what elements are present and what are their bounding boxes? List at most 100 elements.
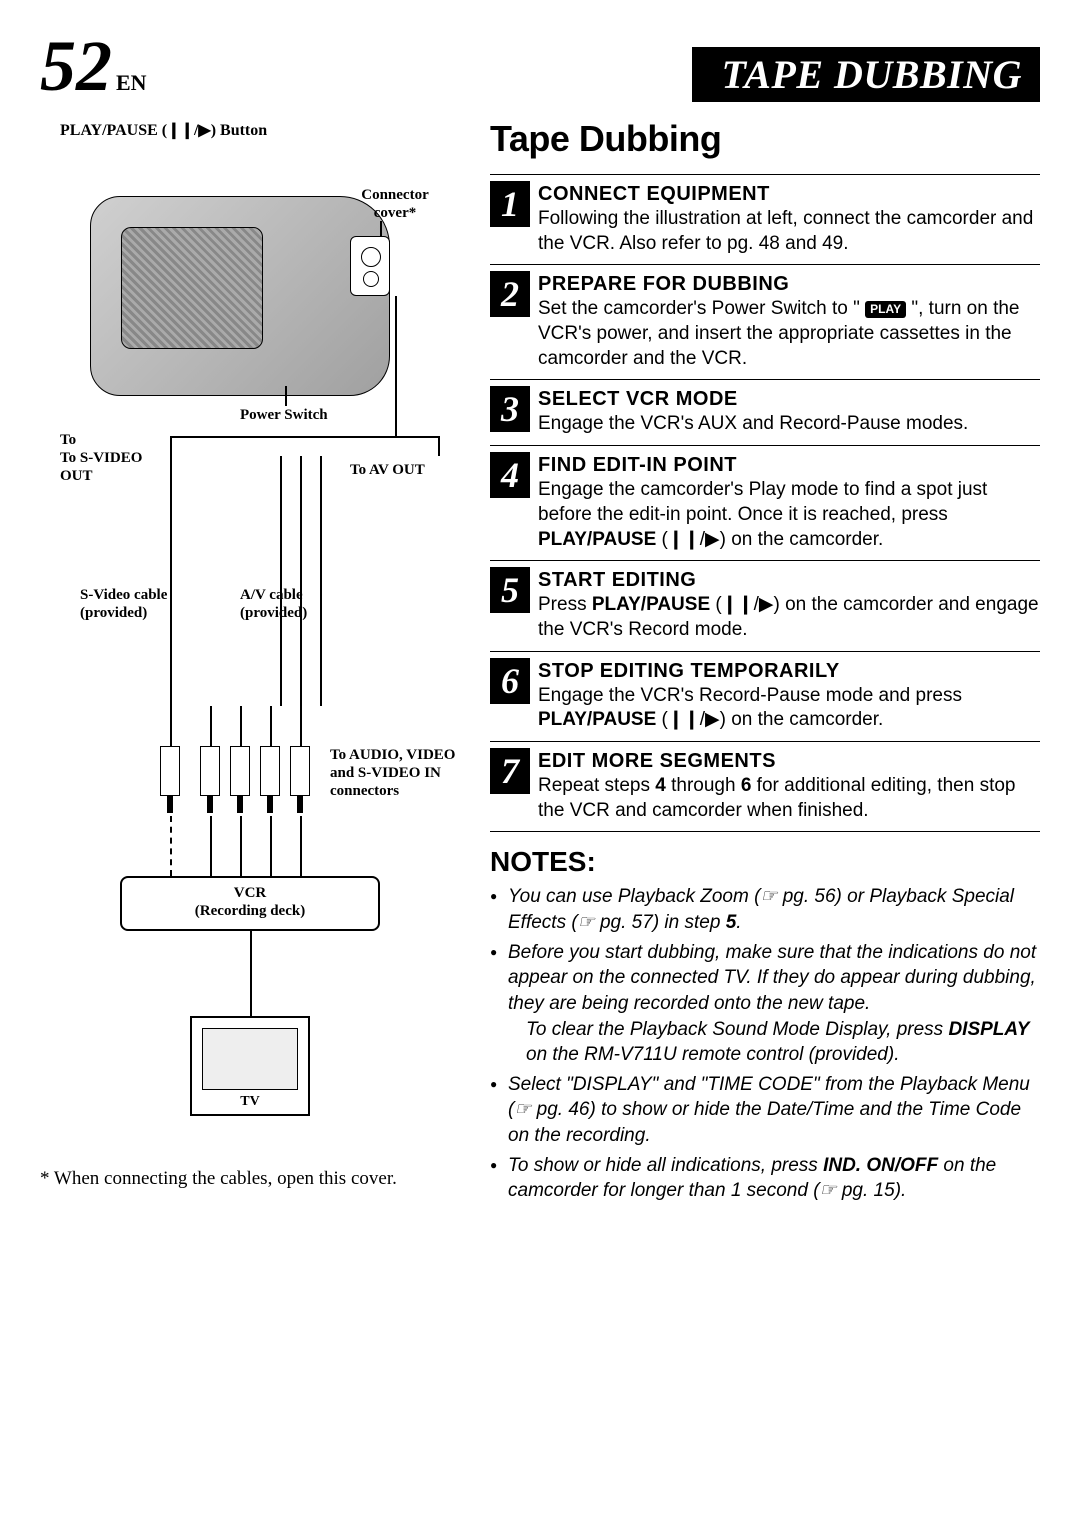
connector-panel <box>350 236 390 296</box>
label-av-out: To AV OUT <box>350 461 425 479</box>
step-body: STOP EDITING TEMPORARILY Engage the VCR'… <box>538 658 1040 733</box>
cable-line <box>438 436 440 456</box>
step-7: 7 EDIT MORE SEGMENTS Repeat steps 4 thro… <box>490 741 1040 832</box>
vcr-box: VCR (Recording deck) <box>120 876 380 931</box>
play-pause-label: PLAY/PAUSE <box>538 529 656 550</box>
av-plug-icon <box>200 746 220 796</box>
step-text: Following the illustration at left, conn… <box>538 208 1033 254</box>
step-body: PREPARE FOR DUBBING Set the camcorder's … <box>538 271 1040 371</box>
step-title: STOP EDITING TEMPORARILY <box>538 658 1040 684</box>
note-item: Select "DISPLAY" and "TIME CODE" from th… <box>490 1072 1040 1149</box>
cable-line <box>240 706 242 746</box>
note-text: Before you start dubbing, make sure that… <box>508 942 1036 1014</box>
cable-line <box>210 706 212 746</box>
section-banner: TAPE DUBBING <box>692 47 1041 102</box>
note-bold: IND. ON/OFF <box>823 1155 938 1176</box>
note-subtext: To clear the Playback Sound Mode Display… <box>508 1017 1040 1068</box>
note-text: Select "DISPLAY" and "TIME CODE" from th… <box>508 1074 1030 1146</box>
play-badge-icon: PLAY <box>865 301 906 319</box>
cable-line <box>170 436 172 706</box>
av-plug-icon <box>230 746 250 796</box>
step-text-pre: Engage the VCR's Record-Pause mode and p… <box>538 685 962 706</box>
section-title: Tape Dubbing <box>490 118 1040 160</box>
note-bold: 5 <box>726 912 737 933</box>
tv-box: TV <box>190 1016 310 1116</box>
note-item: To show or hide all indications, press I… <box>490 1153 1040 1204</box>
vcr-sublabel: (Recording deck) <box>122 902 378 920</box>
step-number: 7 <box>490 748 530 794</box>
note-pre: To show or hide all indications, press <box>508 1155 823 1176</box>
step-text-pre: Repeat steps <box>538 775 655 796</box>
step-mid: through <box>666 775 741 796</box>
note-sub-pre: To clear the Playback Sound Mode Display… <box>526 1019 948 1040</box>
step-text-pre: Engage the camcorder's Play mode to find… <box>538 479 987 525</box>
vcr-label: VCR <box>122 884 378 902</box>
step-body: SELECT VCR MODE Engage the VCR's AUX and… <box>538 386 1040 437</box>
right-column: Tape Dubbing 1 CONNECT EQUIPMENT Followi… <box>490 112 1040 1208</box>
notes-heading: NOTES: <box>490 846 1040 878</box>
step-text-pre: Press <box>538 594 592 615</box>
cable-line <box>240 816 242 876</box>
note-post: . <box>736 912 741 933</box>
connection-diagram: Connector cover* Power Switch ToTo S-VID… <box>40 146 460 1146</box>
note-pre: You can use Playback Zoom (☞ pg. 56) or … <box>508 886 1014 933</box>
step-number: 2 <box>490 271 530 317</box>
step-3: 3 SELECT VCR MODE Engage the VCR's AUX a… <box>490 379 1040 445</box>
cable-line <box>300 706 302 746</box>
av-plug-icon <box>290 746 310 796</box>
label-connector-cover: Connector cover* <box>340 186 450 222</box>
label-svideo-out: ToTo S-VIDEO OUT <box>60 431 160 485</box>
label-svideo-out-text: To S-VIDEO OUT <box>60 450 142 484</box>
step-number: 4 <box>490 452 530 498</box>
step-b1: 4 <box>655 775 666 796</box>
cable-line <box>270 706 272 746</box>
cable-line <box>170 706 172 746</box>
step-title: EDIT MORE SEGMENTS <box>538 748 1040 774</box>
step-6: 6 STOP EDITING TEMPORARILY Engage the VC… <box>490 651 1040 741</box>
cable-line <box>210 816 212 876</box>
cable-line <box>395 296 397 436</box>
note-sub-bold: DISPLAY <box>948 1019 1029 1040</box>
cable-line <box>280 456 282 706</box>
step-body: EDIT MORE SEGMENTS Repeat steps 4 throug… <box>538 748 1040 823</box>
step-text: Engage the VCR's AUX and Record-Pause mo… <box>538 413 968 434</box>
note-sub-post: on the RM-V711U remote control (provided… <box>526 1044 899 1065</box>
step-number: 6 <box>490 658 530 704</box>
camcorder-body <box>90 196 390 396</box>
step-text-pre: Set the camcorder's Power Switch to " <box>538 298 865 319</box>
page-number-block: 52EN <box>40 30 147 102</box>
page-number: 52 <box>40 26 112 106</box>
svideo-plug-icon <box>160 746 180 796</box>
cable-line <box>170 436 440 438</box>
step-text-post: (❙❙/▶) on the camcorder. <box>656 529 883 550</box>
label-av-cable: A/V cable (provided) <box>240 586 340 622</box>
content-columns: PLAY/PAUSE (❙❙/▶) Button Connector cover… <box>40 112 1040 1208</box>
step-body: CONNECT EQUIPMENT Following the illustra… <box>538 181 1040 256</box>
play-pause-label: PLAY/PAUSE <box>538 709 656 730</box>
label-svideo-cable: S-Video cable (provided) <box>80 586 210 622</box>
av-plug-icon <box>260 746 280 796</box>
step-4: 4 FIND EDIT-IN POINT Engage the camcorde… <box>490 445 1040 560</box>
step-number: 5 <box>490 567 530 613</box>
note-item: You can use Playback Zoom (☞ pg. 56) or … <box>490 884 1040 935</box>
play-pause-caption: PLAY/PAUSE (❙❙/▶) Button <box>60 120 470 140</box>
leader-line <box>285 386 287 406</box>
step-body: FIND EDIT-IN POINT Engage the camcorder'… <box>538 452 1040 552</box>
step-title: FIND EDIT-IN POINT <box>538 452 1040 478</box>
step-5: 5 START EDITING Press PLAY/PAUSE (❙❙/▶) … <box>490 560 1040 650</box>
step-title: SELECT VCR MODE <box>538 386 1040 412</box>
label-power-switch: Power Switch <box>240 406 328 424</box>
step-title: PREPARE FOR DUBBING <box>538 271 1040 297</box>
cable-dashed <box>170 816 172 876</box>
step-b2: 6 <box>741 775 752 796</box>
cable-line <box>300 456 302 706</box>
page-header: 52EN TAPE DUBBING <box>40 30 1040 102</box>
footnote: * When connecting the cables, open this … <box>40 1166 470 1193</box>
step-number: 3 <box>490 386 530 432</box>
leader-line <box>380 221 382 236</box>
notes-list: You can use Playback Zoom (☞ pg. 56) or … <box>490 884 1040 1204</box>
cable-line <box>300 816 302 876</box>
left-column: PLAY/PAUSE (❙❙/▶) Button Connector cover… <box>40 112 470 1208</box>
cable-line <box>320 456 322 706</box>
step-title: CONNECT EQUIPMENT <box>538 181 1040 207</box>
